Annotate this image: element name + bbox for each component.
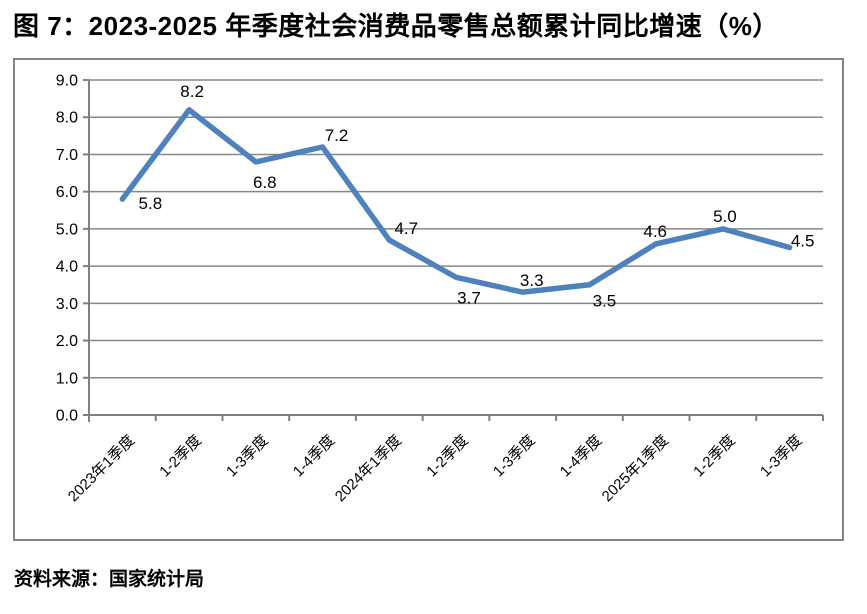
x-tick-label: 1-2季度 xyxy=(690,432,739,481)
data-point-label: 4.5 xyxy=(791,232,815,251)
y-tick-label: 9.0 xyxy=(56,73,78,90)
series-line xyxy=(119,107,793,295)
x-tick-label: 1-3季度 xyxy=(757,432,806,481)
y-tick-label: 1.0 xyxy=(56,370,78,387)
line-chart: 0.0 1.0 2.0 3.0 4.0 5.0 6.0 7.0 8.0 9.0 2023年1季度 1-… xyxy=(56,73,824,505)
y-tick-label: 8.0 xyxy=(56,110,78,127)
data-point-label: 4.6 xyxy=(643,222,667,241)
x-tick-label: 1-4季度 xyxy=(290,432,339,481)
data-point-label: 6.8 xyxy=(253,173,277,192)
data-point-label: 3.3 xyxy=(520,271,544,290)
x-tick-label: 1-4季度 xyxy=(557,432,606,481)
data-point-label: 5.0 xyxy=(713,207,737,226)
data-point-label: 3.5 xyxy=(593,292,617,311)
data-point-label: 8.2 xyxy=(180,82,204,101)
x-tick-label: 2025年1季度 xyxy=(599,432,672,505)
source-note: 资料来源：国家统计局 xyxy=(14,569,205,590)
data-labels: 5.8 8.2 6.8 7.2 4.7 3.7 3.3 3.5 4.6 5.0 4.5 xyxy=(139,82,815,311)
data-point-label: 4.7 xyxy=(394,219,418,238)
x-tick-label: 1-3季度 xyxy=(223,432,272,481)
y-tick-label: 3.0 xyxy=(56,296,78,313)
data-point-label: 5.8 xyxy=(139,194,163,213)
data-point-label: 7.2 xyxy=(325,126,349,145)
chart-container: 0.0 1.0 2.0 3.0 4.0 5.0 6.0 7.0 8.0 9.0 2023年1季度 1-… xyxy=(13,58,844,541)
axes xyxy=(83,79,824,422)
x-tick-label: 2023年1季度 xyxy=(65,432,138,505)
x-tick-label: 1-2季度 xyxy=(423,432,472,481)
y-tick-label: 5.0 xyxy=(56,221,78,238)
y-tick-label: 4.0 xyxy=(56,259,78,276)
data-point-label: 3.7 xyxy=(457,288,481,307)
gridlines xyxy=(89,79,823,379)
x-tick-label: 1-2季度 xyxy=(156,432,205,481)
figure-title: 图 7：2023-2025 年季度社会消费品零售总额累计同比增速（%） xyxy=(13,11,779,41)
x-tick-label: 2024年1季度 xyxy=(332,432,405,505)
x-tick-label: 1-3季度 xyxy=(490,432,539,481)
y-tick-label: 2.0 xyxy=(56,333,78,350)
y-tick-label: 0.0 xyxy=(56,408,78,425)
y-tick-label: 6.0 xyxy=(56,184,78,201)
y-tick-label: 7.0 xyxy=(56,147,78,164)
